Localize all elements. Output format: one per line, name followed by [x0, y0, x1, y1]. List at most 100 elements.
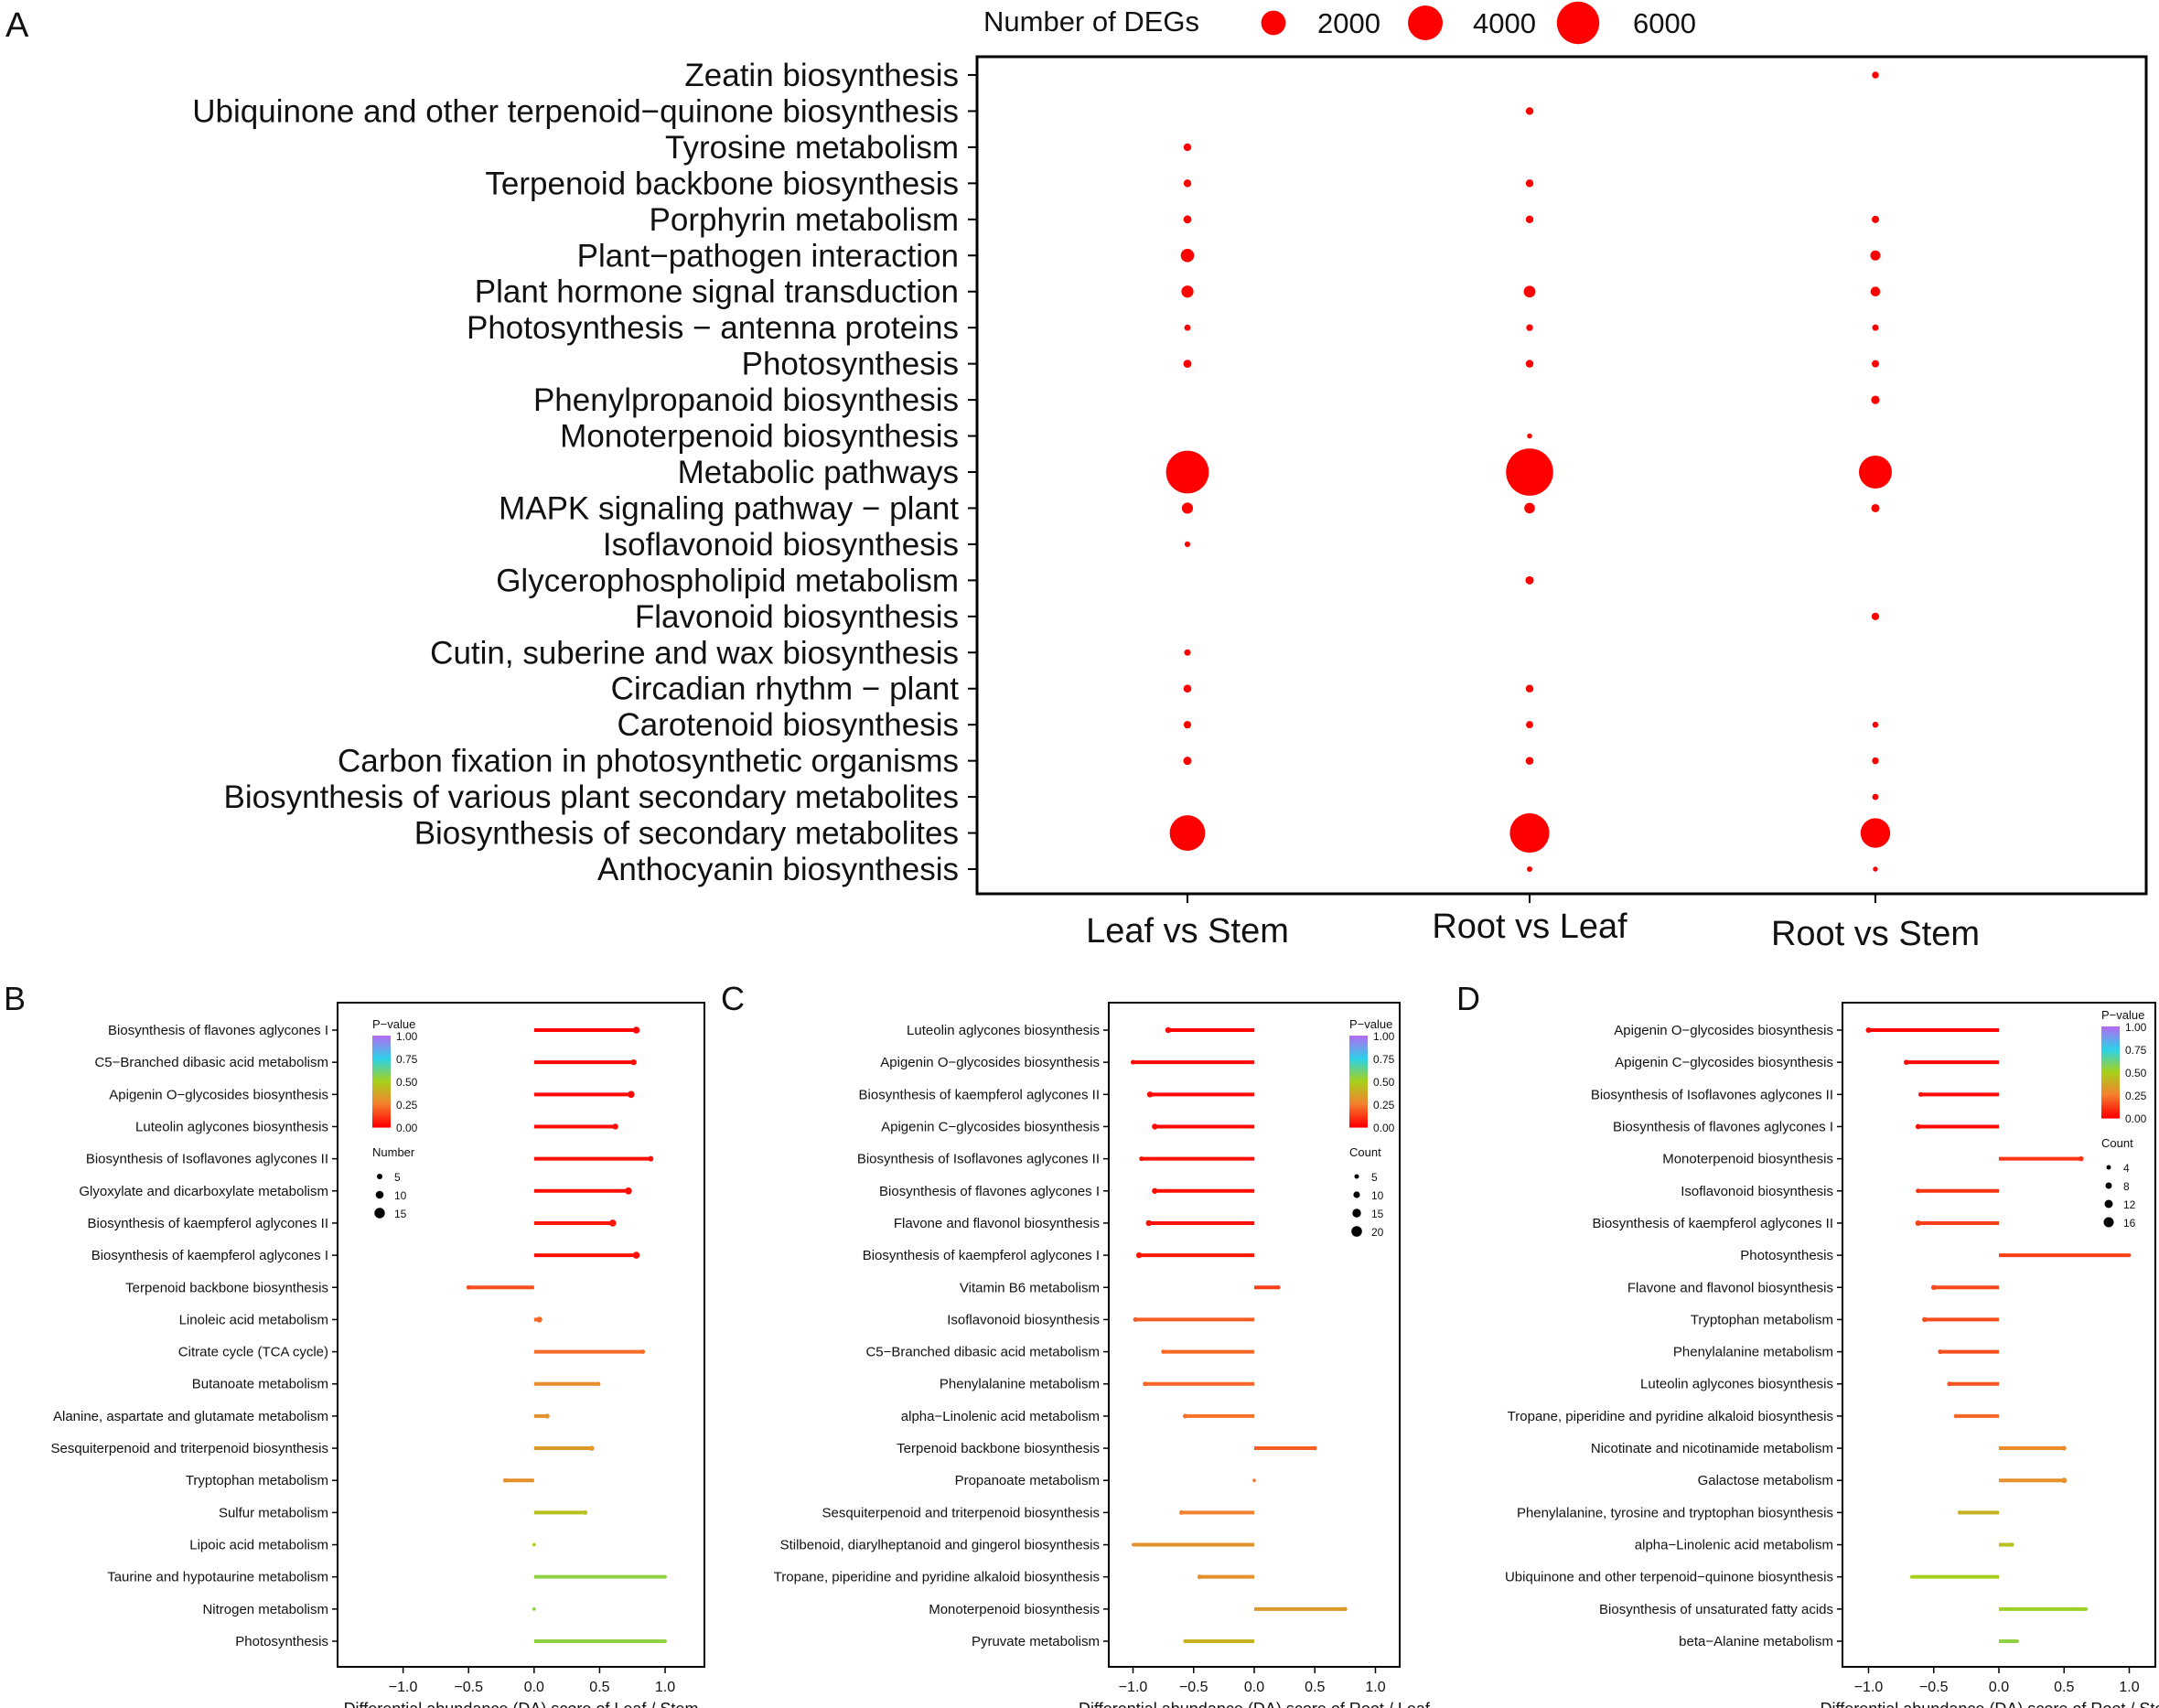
- panel-c-label-isoflavonoid-biosynthesis: Isoflavonoid biosynthesis: [947, 1312, 1100, 1327]
- panel-b-point-biosynthesis-of-flavones-aglycones-i: [632, 1026, 640, 1034]
- panel-c-size-legend-label-20: 20: [1371, 1226, 1384, 1239]
- panel-c-size-legend-dot-20: [1351, 1226, 1362, 1237]
- panel-a-bubble-root-vs-stem-zeatin-biosynthesis: [1872, 71, 1879, 79]
- panel-a-bubble-root-vs-stem-mapk-signaling-pathway-plant: [1871, 503, 1880, 512]
- panel-a-y-label-biosynthesis-of-various-plant-secondary-metabolites: Biosynthesis of various plant secondary …: [224, 779, 959, 815]
- panel-c-label-biosynthesis-of-kaempferol-aglycones-ii: Biosynthesis of kaempferol aglycones II: [859, 1087, 1100, 1102]
- panel-d-color-bar-segment: [2101, 1048, 2120, 1051]
- panel-a-bubble-root-vs-stem-photosynthesis-antenna-proteins: [1872, 324, 1879, 331]
- panel-b-color-legend-title: P−value: [372, 1017, 415, 1031]
- panel-a-bubble-leaf-vs-stem-circadian-rhythm-plant: [1183, 684, 1192, 693]
- panel-c-label-sesquiterpenoid-and-triterpenoid-biosynthesis: Sesquiterpenoid and triterpenoid biosynt…: [822, 1505, 1100, 1520]
- panel-c-label-phenylalanine-metabolism: Phenylalanine metabolism: [940, 1377, 1100, 1392]
- panel-b-size-legend-label-10: 10: [394, 1189, 407, 1202]
- panel-b-point-butanoate-metabolism: [596, 1381, 601, 1387]
- panel-d-color-bar-segment: [2101, 1098, 2120, 1101]
- panel-b-color-bar-segment: [372, 1048, 391, 1051]
- panel-letter-a: A: [5, 6, 29, 45]
- panel-c-point-apigenin-c-glycosides-biosynthesis: [1152, 1123, 1158, 1130]
- panel-c-point-isoflavonoid-biosynthesis: [1133, 1316, 1138, 1322]
- panel-c-point-biosynthesis-of-kaempferol-aglycones-i: [1135, 1251, 1143, 1259]
- panel-b-size-legend-label-5: 5: [394, 1171, 401, 1184]
- panel-b-color-bar-segment: [372, 1067, 391, 1069]
- panel-letter-d: D: [1456, 980, 1480, 1017]
- panel-a-bubble-leaf-vs-stem-carotenoid-biosynthesis: [1183, 721, 1192, 729]
- panel-a-bubble-root-vs-stem-plant-pathogen-interaction: [1870, 250, 1881, 261]
- panel-d-label-phenylalanine-metabolism: Phenylalanine metabolism: [1673, 1345, 1833, 1360]
- panel-d-label-biosynthesis-of-isoflavones-aglycones-ii: Biosynthesis of Isoflavones aglycones II: [1591, 1087, 1833, 1102]
- panel-b-label-glyoxylate-and-dicarboxylate-metabolism: Glyoxylate and dicarboxylate metabolism: [79, 1184, 328, 1199]
- panel-c-point-sesquiterpenoid-and-triterpenoid-biosynthesis: [1179, 1509, 1184, 1515]
- panel-c-color-bar-segment: [1349, 1058, 1368, 1060]
- panel-b-point-c5-branched-dibasic-acid-metabolism: [630, 1058, 637, 1066]
- panel-c-color-bar-segment: [1349, 1047, 1368, 1049]
- panel-d-label-flavone-and-flavonol-biosynthesis: Flavone and flavonol biosynthesis: [1627, 1280, 1833, 1295]
- panel-c-color-bar-segment: [1349, 1085, 1368, 1088]
- panel-a-bubble-leaf-vs-stem-tyrosine-metabolism: [1183, 143, 1192, 152]
- panel-c-color-bar-segment: [1349, 1118, 1368, 1121]
- panel-d-color-bar-segment: [2101, 1090, 2120, 1093]
- panel-b-size-legend-dot-10: [375, 1190, 384, 1199]
- panel-b-color-bar-segment: [372, 1111, 391, 1113]
- panel-d-color-bar-segment: [2101, 1058, 2120, 1060]
- panel-c-color-legend-tick: 1.00: [1373, 1030, 1395, 1043]
- panel-b-color-bar-segment: [372, 1054, 391, 1057]
- panel-d-point-biosynthesis-of-isoflavones-aglycones-ii: [1918, 1091, 1923, 1097]
- panel-b-label-lipoic-acid-metabolism: Lipoic acid metabolism: [189, 1538, 328, 1553]
- panel-d-label-apigenin-o-glycosides-biosynthesis: Apigenin O−glycosides biosynthesis: [1614, 1023, 1833, 1038]
- panel-c-label-propanoate-metabolism: Propanoate metabolism: [955, 1473, 1100, 1488]
- panel-c-label-luteolin-aglycones-biosynthesis: Luteolin aglycones biosynthesis: [907, 1023, 1100, 1038]
- panel-d-color-bar-segment: [2101, 1043, 2120, 1046]
- panel-b-color-bar-segment: [372, 1087, 391, 1090]
- panel-a-bubble-leaf-vs-stem-photosynthesis-antenna-proteins: [1184, 324, 1191, 331]
- panel-b-color-legend-tick: 0.75: [396, 1053, 418, 1066]
- panel-d-label-photosynthesis: Photosynthesis: [1740, 1248, 1833, 1263]
- panel-b-color-bar-segment: [372, 1078, 391, 1080]
- panel-d-color-bar-segment: [2101, 1047, 2120, 1049]
- panel-c-point-monoterpenoid-biosynthesis: [1343, 1606, 1348, 1612]
- panel-c-color-bar-segment: [1349, 1103, 1368, 1106]
- panel-b-label-biosynthesis-of-kaempferol-aglycones-i: Biosynthesis of kaempferol aglycones I: [91, 1248, 328, 1263]
- panel-d-label-isoflavonoid-biosynthesis: Isoflavonoid biosynthesis: [1681, 1184, 1833, 1199]
- panel-b-color-bar-segment: [372, 1085, 391, 1088]
- panel-c-color-bar-segment: [1349, 1041, 1368, 1044]
- panel-c-color-bar-segment: [1349, 1083, 1368, 1086]
- panel-c-color-bar-segment: [1349, 1125, 1368, 1128]
- panel-c-label-biosynthesis-of-isoflavones-aglycones-ii: Biosynthesis of Isoflavones aglycones II: [857, 1152, 1100, 1167]
- panel-d-label-phenylalanine-tyrosine-and-tryptophan-biosynthesis: Phenylalanine, tyrosine and tryptophan b…: [1517, 1505, 1833, 1520]
- panel-d-size-legend-dot-8: [2105, 1182, 2112, 1189]
- panel-d-size-legend-label-4: 4: [2123, 1162, 2130, 1175]
- panel-a-bubble-leaf-vs-stem-metabolic-pathways: [1165, 450, 1209, 494]
- panel-b-color-bar-segment: [372, 1063, 391, 1066]
- panel-c-x-tick-label: −0.5: [1179, 1680, 1208, 1695]
- panel-a-y-label-porphyrin-metabolism: Porphyrin metabolism: [650, 202, 959, 238]
- panel-d-color-bar-segment: [2101, 1069, 2120, 1071]
- panel-a-bubble-root-vs-leaf-plant-hormone-signal-transduction: [1523, 285, 1536, 298]
- panel-a-size-legend-label-2000: 2000: [1317, 7, 1380, 39]
- panel-c-color-bar-segment: [1349, 1070, 1368, 1073]
- panel-b-color-bar-segment: [372, 1056, 391, 1058]
- panel-b-color-bar-segment: [372, 1074, 391, 1077]
- panel-b-point-sesquiterpenoid-and-triterpenoid-biosynthesis: [589, 1445, 595, 1451]
- panel-d-color-bar-segment: [2101, 1045, 2120, 1047]
- panel-c-point-biosynthesis-of-kaempferol-aglycones-ii: [1146, 1091, 1154, 1098]
- panel-b-label-biosynthesis-of-kaempferol-aglycones-ii: Biosynthesis of kaempferol aglycones II: [88, 1216, 328, 1231]
- panel-d-label-alpha-linolenic-acid-metabolism: alpha−Linolenic acid metabolism: [1635, 1538, 1833, 1553]
- panel-b-color-bar-segment: [372, 1052, 391, 1055]
- panel-a-y-label-carotenoid-biosynthesis: Carotenoid biosynthesis: [617, 707, 959, 743]
- panel-b-color-bar-segment: [372, 1045, 391, 1047]
- panel-b-color-bar-segment: [372, 1043, 391, 1046]
- panel-d-color-bar-segment: [2101, 1065, 2120, 1068]
- panel-c-color-bar-segment: [1349, 1089, 1368, 1091]
- panel-c-color-bar-segment: [1349, 1048, 1368, 1051]
- panel-c-point-stilbenoid-diarylheptanoid-and-gingerol-biosynthesis: [1131, 1542, 1135, 1547]
- panel-c-color-bar-segment: [1349, 1063, 1368, 1066]
- panel-c-color-bar-segment: [1349, 1076, 1368, 1079]
- panel-b-color-bar-segment: [372, 1107, 391, 1110]
- panel-d-x-tick-label: 0.0: [1989, 1680, 2009, 1695]
- panel-a-y-label-plant-pathogen-interaction: Plant−pathogen interaction: [577, 238, 959, 274]
- panel-d-label-beta-alanine-metabolism: beta−Alanine metabolism: [1679, 1634, 1833, 1649]
- panel-d-color-bar-segment: [2101, 1094, 2120, 1097]
- panel-b-label-butanoate-metabolism: Butanoate metabolism: [192, 1377, 328, 1392]
